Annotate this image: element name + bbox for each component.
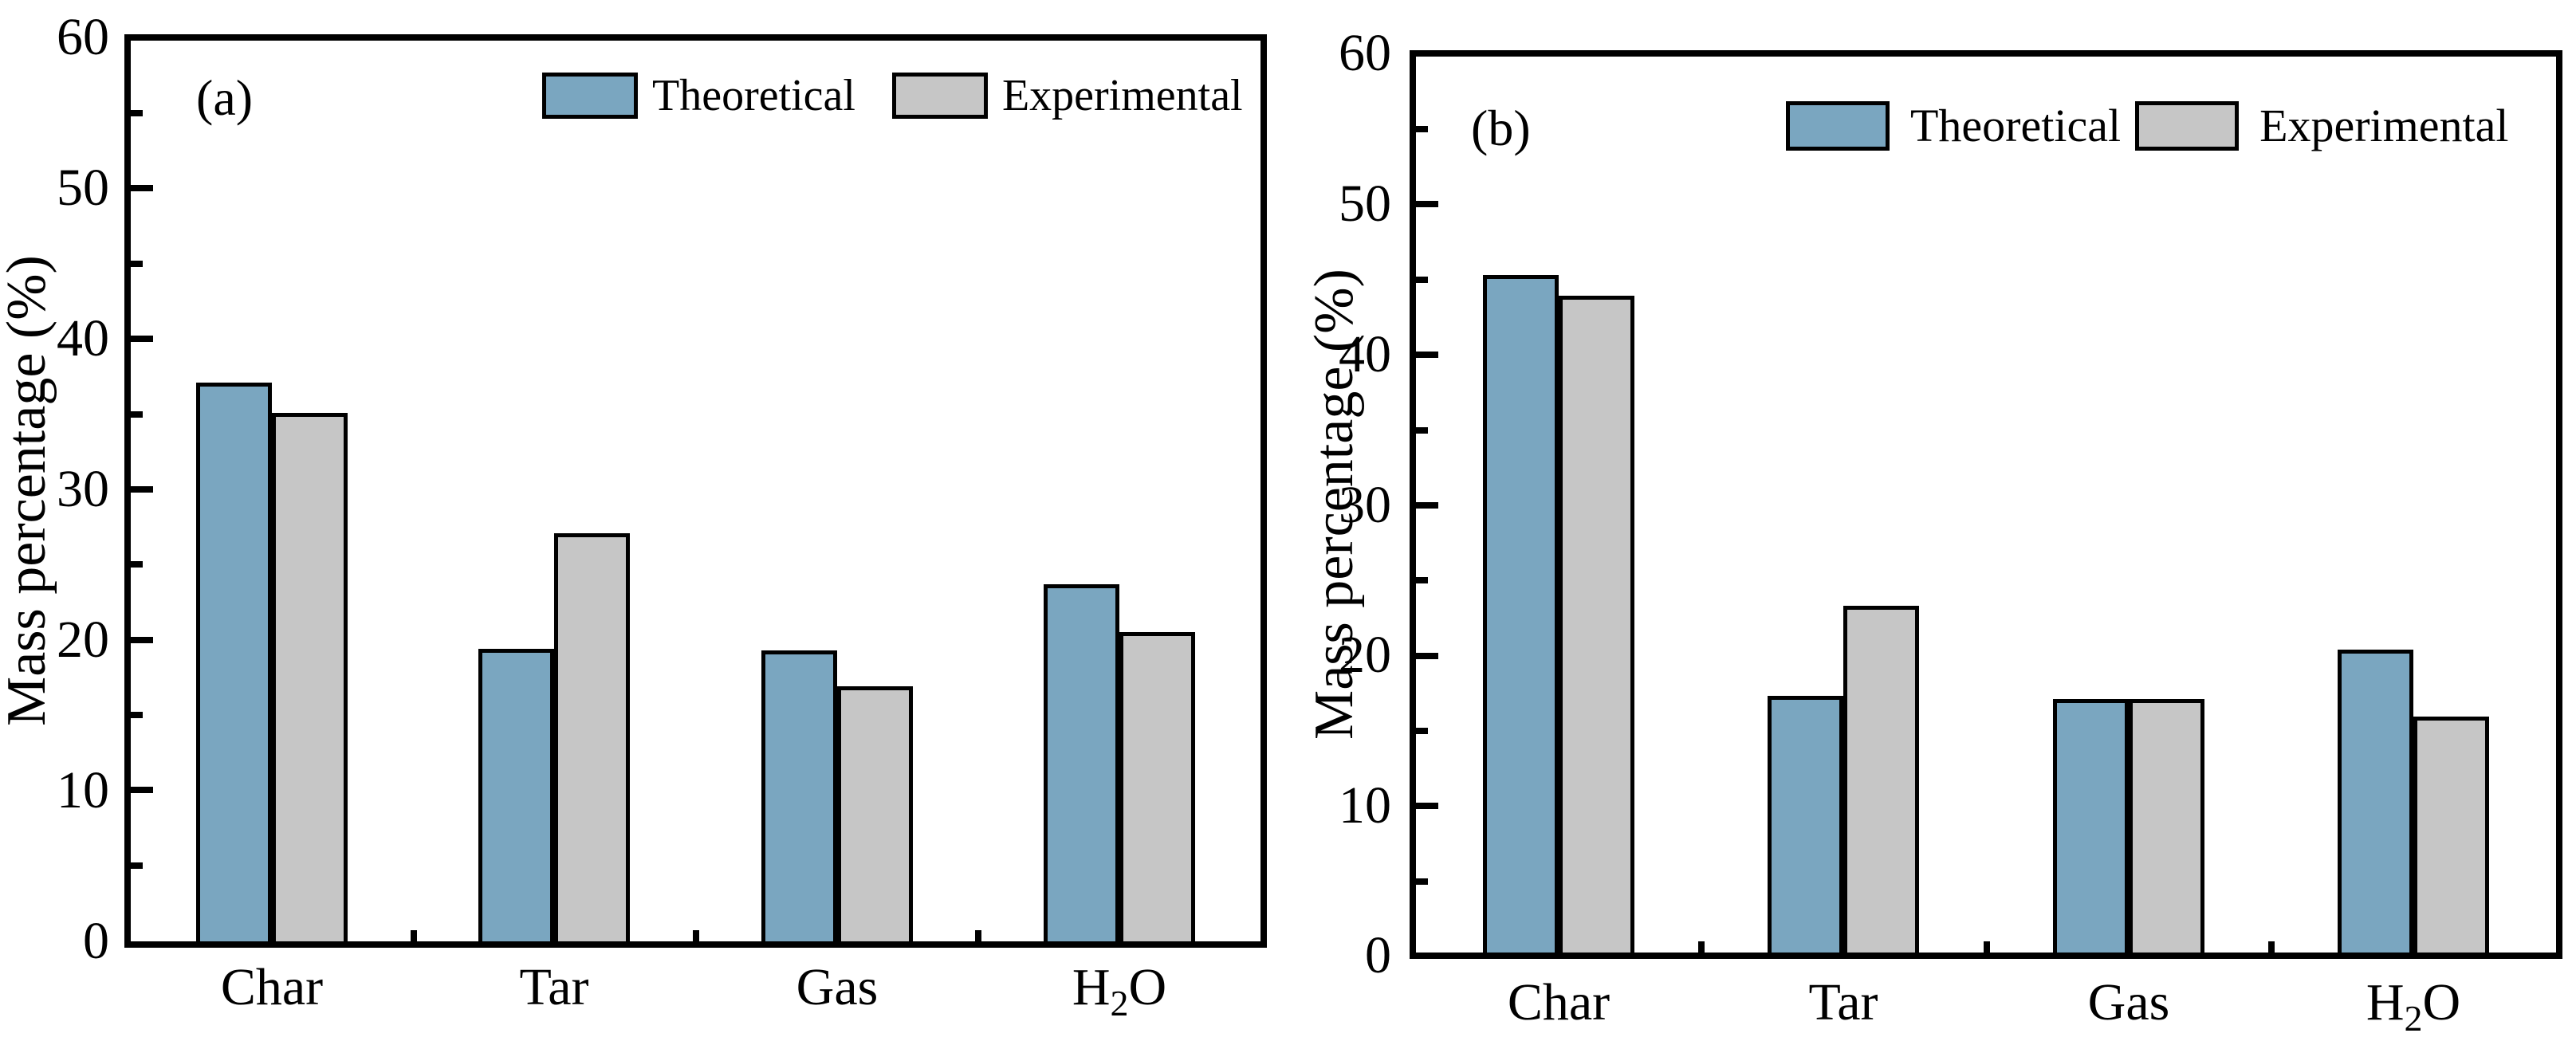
x-tick-mark	[1984, 941, 1990, 953]
y-tick-label: 30	[57, 460, 109, 518]
y-tick-label: 40	[57, 309, 109, 367]
bar-b-h2o-experimental	[2413, 717, 2489, 953]
plot-area-b	[1410, 50, 2562, 959]
bar-group-h2o	[2338, 57, 2489, 953]
y-tick-mark	[1416, 803, 1438, 809]
y-tick-label: 30	[1339, 476, 1391, 534]
y-tick-label: 20	[57, 611, 109, 669]
y-tick-mark	[131, 486, 153, 493]
y-minor-tick-mark	[131, 110, 143, 116]
panel-tag-b: (b)	[1471, 100, 1531, 156]
legend-label: Theoretical	[1910, 100, 2122, 151]
y-minor-tick-mark	[131, 561, 143, 568]
plot-area-a	[124, 34, 1267, 948]
y-minor-tick-mark	[131, 261, 143, 267]
bar-group-char	[1483, 57, 1634, 953]
y-minor-tick-mark	[131, 862, 143, 869]
bar-a-h2o-experimental	[1119, 632, 1195, 941]
y-tick-mark	[131, 185, 153, 191]
y-tick-mark	[1416, 201, 1438, 207]
bar-b-tar-experimental	[1843, 606, 1919, 953]
y-tick-mark	[131, 787, 153, 793]
bar-a-h2o-theoretical	[1044, 583, 1119, 941]
y-minor-tick-mark	[1416, 126, 1428, 132]
bar-group-tar	[478, 41, 630, 941]
x-tick-mark	[975, 930, 981, 941]
bar-b-gas-experimental	[2129, 698, 2204, 953]
x-tick-mark	[1698, 941, 1705, 953]
y-tick-mark	[1416, 653, 1438, 659]
y-tick-label: 0	[1365, 926, 1391, 984]
x-tick-mark	[2268, 941, 2275, 953]
x-category-label-h2o: H2O	[2366, 973, 2461, 1037]
x-tick-mark	[693, 930, 699, 941]
legend-item-experimental: Experimental	[2135, 99, 2509, 152]
y-minor-tick-mark	[1416, 728, 1428, 734]
y-minor-tick-mark	[1416, 427, 1428, 434]
y-tick-label: 0	[83, 912, 109, 970]
bar-b-gas-theoretical	[2053, 698, 2129, 953]
y-tick-label: 60	[1339, 24, 1391, 82]
legend-label: Experimental	[1001, 71, 1243, 120]
x-category-label-tar: Tar	[1808, 973, 1878, 1031]
y-minor-tick-mark	[1416, 577, 1428, 583]
x-category-label-char: Char	[220, 958, 324, 1016]
legend-label: Theoretical	[652, 71, 855, 120]
bar-group-gas	[761, 41, 913, 941]
y-tick-mark	[1416, 502, 1438, 509]
y-tick-label: 50	[57, 159, 109, 217]
panel-tag-a: (a)	[196, 69, 254, 126]
y-minor-tick-mark	[131, 411, 143, 418]
bar-a-gas-theoretical	[761, 650, 837, 941]
legend-item-experimental: Experimental	[891, 70, 1243, 121]
y-tick-label: 60	[57, 8, 109, 66]
x-category-label-tar: Tar	[519, 958, 589, 1016]
bar-b-char-experimental	[1559, 295, 1634, 953]
bar-a-tar-theoretical	[478, 648, 554, 941]
y-tick-label: 10	[1339, 776, 1391, 835]
x-tick-mark	[411, 930, 417, 941]
legend-item-theoretical: Theoretical	[542, 70, 855, 121]
x-category-label-gas: Gas	[2087, 973, 2170, 1031]
y-tick-label: 40	[1339, 325, 1391, 383]
y-tick-mark	[1416, 352, 1438, 358]
y-minor-tick-mark	[1416, 277, 1428, 283]
bar-a-gas-experimental	[837, 685, 913, 941]
y-tick-mark	[131, 637, 153, 643]
bar-group-char	[196, 41, 348, 941]
y-minor-tick-mark	[131, 712, 143, 718]
legend-label: Experimental	[2259, 100, 2509, 151]
y-tick-label: 50	[1339, 175, 1391, 233]
theoretical-swatch	[1786, 100, 1890, 151]
experimental-swatch	[891, 73, 988, 119]
legend-b: Theoretical Experimental	[1786, 99, 2509, 152]
x-category-label-char: Char	[1507, 973, 1610, 1031]
x-category-label-gas: Gas	[796, 958, 879, 1016]
bar-a-char-theoretical	[196, 383, 272, 941]
experimental-swatch	[2135, 100, 2240, 151]
legend-a: Theoretical Experimental	[542, 70, 1243, 121]
y-tick-label: 20	[1339, 626, 1391, 684]
x-category-label-h2o: H2O	[1072, 958, 1167, 1024]
bar-group-h2o	[1044, 41, 1195, 941]
legend-item-theoretical: Theoretical	[1786, 99, 2121, 152]
y-tick-mark	[131, 336, 153, 342]
bar-b-tar-theoretical	[1768, 695, 1843, 953]
bar-a-tar-experimental	[554, 532, 630, 941]
bar-group-tar	[1768, 57, 1919, 953]
bar-b-char-theoretical	[1483, 274, 1559, 953]
theoretical-swatch	[542, 73, 638, 119]
bar-a-char-experimental	[272, 413, 348, 941]
bar-group-gas	[2053, 57, 2204, 953]
bar-b-h2o-theoretical	[2338, 649, 2413, 953]
y-minor-tick-mark	[1416, 878, 1428, 885]
y-tick-label: 10	[57, 761, 109, 819]
